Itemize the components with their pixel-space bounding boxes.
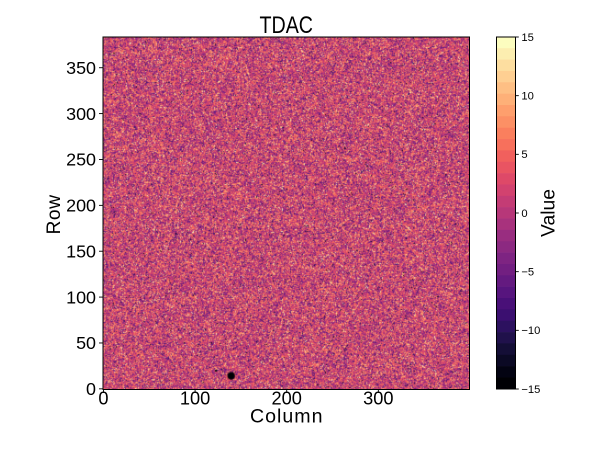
svg-text:0: 0 — [86, 379, 96, 399]
svg-text:100: 100 — [180, 389, 210, 409]
svg-text:Column: Column — [250, 406, 323, 428]
svg-text:100: 100 — [66, 287, 96, 307]
svg-text:50: 50 — [76, 333, 96, 353]
svg-text:−5: −5 — [521, 266, 534, 278]
svg-text:10: 10 — [521, 90, 533, 102]
svg-text:0: 0 — [98, 389, 108, 409]
svg-text:200: 200 — [66, 196, 96, 216]
svg-text:250: 250 — [66, 150, 96, 170]
svg-text:200: 200 — [272, 389, 302, 409]
svg-text:15: 15 — [521, 32, 533, 44]
svg-text:300: 300 — [66, 104, 96, 124]
svg-text:−15: −15 — [521, 384, 540, 396]
svg-text:5: 5 — [521, 149, 527, 161]
svg-text:TDAC: TDAC — [260, 13, 314, 39]
svg-text:300: 300 — [363, 389, 393, 409]
svg-text:0: 0 — [521, 208, 527, 220]
svg-text:−10: −10 — [521, 325, 540, 337]
svg-text:350: 350 — [66, 58, 96, 78]
svg-text:Row: Row — [44, 194, 65, 234]
svg-text:150: 150 — [66, 242, 96, 262]
svg-text:Value: Value — [539, 189, 560, 237]
